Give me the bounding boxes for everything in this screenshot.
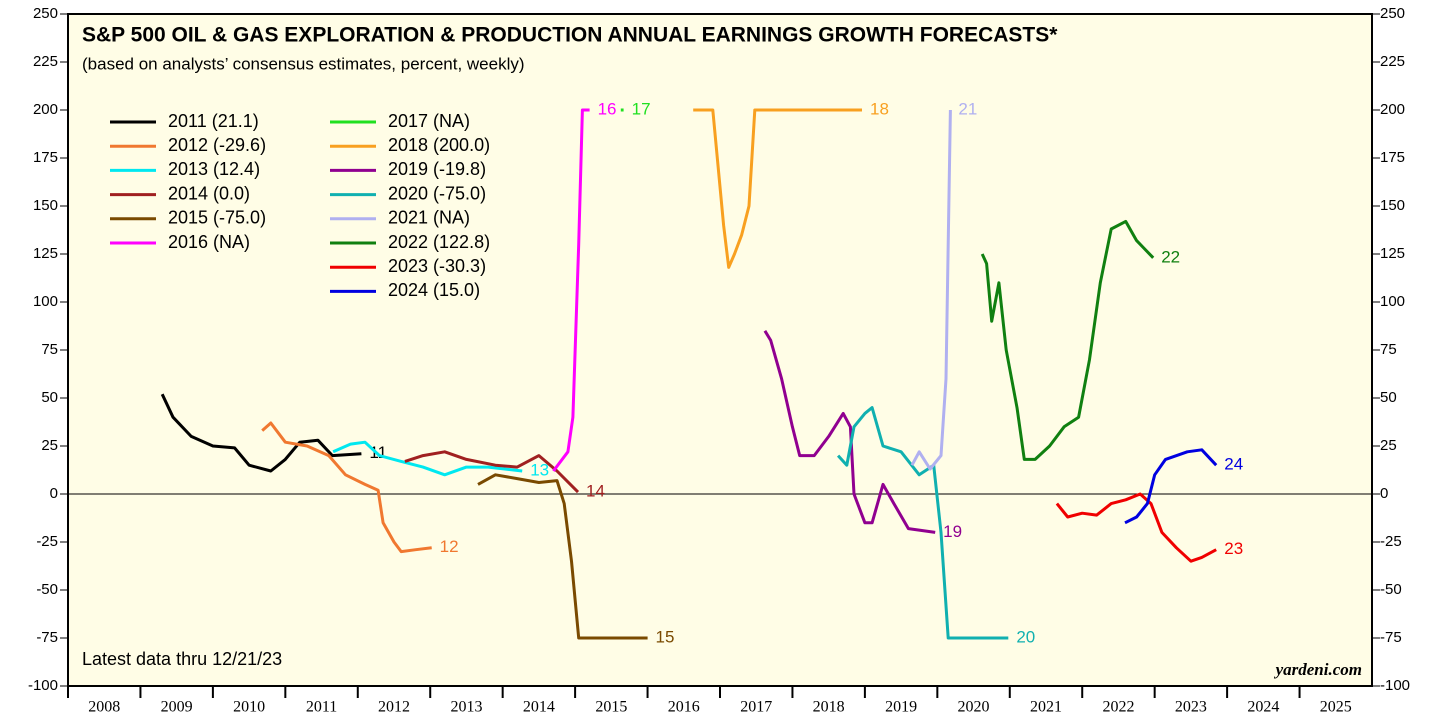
legend-label: 2015 (-75.0)	[168, 208, 266, 228]
end-label: 24	[1224, 455, 1243, 474]
legend-label: 2021 (NA)	[388, 208, 470, 228]
end-label: 14	[586, 482, 605, 501]
y-tick-label: 50	[41, 389, 58, 406]
watermark: yardeni.com	[1274, 660, 1362, 679]
y2-tick-label: -75	[1380, 629, 1402, 646]
end-label: 20	[1016, 627, 1035, 646]
series-line	[404, 450, 580, 494]
y-tick-label: 175	[33, 149, 58, 166]
x-tick-label: 2025	[1320, 699, 1352, 716]
legend-label: 2022 (122.8)	[388, 232, 490, 252]
end-label: 18	[870, 99, 889, 118]
y2-tick-label: -100	[1380, 677, 1410, 694]
y2-tick-label: 75	[1380, 341, 1397, 358]
y-tick-label: -25	[36, 533, 58, 550]
end-label: 21	[958, 99, 977, 118]
end-label: 15	[656, 627, 675, 646]
x-tick-label: 2010	[233, 699, 265, 716]
series-line	[477, 473, 648, 640]
y-tick-label: -75	[36, 629, 58, 646]
legend-label: 2013 (12.4)	[168, 159, 260, 179]
chart-subtitle: (based on analysts’ consensus estimates,…	[82, 54, 525, 73]
legend-label: 2011 (21.1)	[168, 111, 259, 131]
x-tick-label: 2011	[306, 699, 337, 716]
series-line	[763, 330, 936, 534]
y-tick-label: 150	[33, 197, 58, 214]
series-line	[980, 219, 1155, 461]
legend-label: 2024 (15.0)	[388, 280, 480, 300]
y-tick-label: -100	[28, 677, 58, 694]
y2-tick-label: 25	[1380, 437, 1397, 454]
legend-label: 2017 (NA)	[388, 111, 470, 131]
series-line	[332, 440, 523, 477]
y2-tick-label: 125	[1380, 245, 1405, 262]
series-line	[910, 109, 952, 471]
y2-tick-label: -25	[1380, 533, 1402, 550]
y-tick-label: 250	[33, 5, 58, 22]
y2-tick-label: 200	[1380, 101, 1405, 118]
end-label: 12	[440, 537, 459, 556]
y2-tick-label: 50	[1380, 389, 1397, 406]
end-label: 22	[1161, 247, 1180, 266]
legend-label: 2023 (-30.3)	[388, 256, 486, 276]
y-tick-label: -50	[36, 581, 58, 598]
x-tick-label: 2015	[595, 699, 627, 716]
x-tick-label: 2024	[1247, 699, 1279, 716]
legend-label: 2012 (-29.6)	[168, 135, 266, 155]
x-tick-label: 2021	[1030, 699, 1062, 716]
series-line	[693, 108, 862, 269]
y2-tick-label: 0	[1380, 485, 1388, 502]
x-tick-label: 2013	[450, 699, 482, 716]
y-tick-label: 200	[33, 101, 58, 118]
x-tick-label: 2017	[740, 699, 772, 716]
series-line	[836, 406, 1009, 640]
y2-tick-label: 175	[1380, 149, 1405, 166]
y2-tick-label: 150	[1380, 197, 1405, 214]
series-line	[160, 393, 362, 473]
y2-tick-label: -50	[1380, 581, 1402, 598]
legend-label: 2019 (-19.8)	[388, 159, 486, 179]
annotation: Latest data thru 12/21/23	[82, 649, 282, 669]
x-tick-label: 2008	[88, 699, 120, 716]
legend-label: 2014 (0.0)	[168, 183, 250, 203]
x-tick-label: 2018	[813, 699, 845, 716]
end-label: 16	[598, 99, 617, 118]
end-label: 19	[943, 522, 962, 541]
legend-label: 2020 (-75.0)	[388, 183, 486, 203]
series-line	[1055, 492, 1217, 563]
chart-title: S&P 500 OIL & GAS EXPLORATION & PRODUCTI…	[82, 24, 1058, 47]
x-tick-label: 2020	[958, 699, 990, 716]
legend-label: 2016 (NA)	[168, 232, 250, 252]
y-tick-label: 0	[50, 485, 58, 502]
y-tick-label: 225	[33, 53, 58, 70]
y2-tick-label: 100	[1380, 293, 1405, 310]
series-line	[1124, 448, 1218, 525]
end-label: 17	[632, 99, 651, 118]
series-line	[261, 421, 432, 554]
y2-tick-label: 225	[1380, 53, 1405, 70]
y-tick-label: 125	[33, 245, 58, 262]
plot-area	[67, 13, 1373, 687]
legend-label: 2018 (200.0)	[388, 135, 490, 155]
x-tick-label: 2023	[1175, 699, 1207, 716]
x-tick-label: 2014	[523, 699, 555, 716]
x-tick-label: 2012	[378, 699, 410, 716]
y-tick-label: 100	[33, 293, 58, 310]
end-label: 13	[530, 460, 549, 479]
y-tick-label: 25	[41, 437, 58, 454]
end-label: 23	[1224, 539, 1243, 558]
series-line	[552, 108, 590, 472]
x-tick-label: 2019	[885, 699, 917, 716]
y-tick-label: 75	[41, 341, 58, 358]
x-tick-label: 2022	[1102, 699, 1134, 716]
x-tick-label: 2016	[668, 699, 700, 716]
y2-tick-label: 250	[1380, 5, 1405, 22]
x-tick-label: 2009	[161, 699, 193, 716]
